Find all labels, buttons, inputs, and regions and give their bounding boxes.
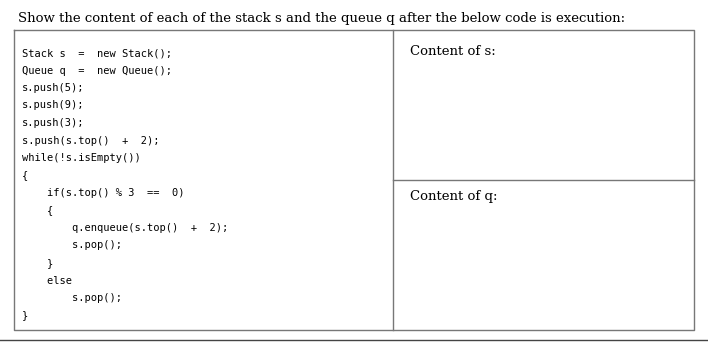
Text: while(!s.isEmpty()): while(!s.isEmpty()): [22, 153, 141, 163]
Text: {: {: [22, 171, 28, 181]
Text: q.enqueue(s.top()  +  2);: q.enqueue(s.top() + 2);: [22, 223, 228, 233]
Text: }: }: [22, 310, 28, 320]
Text: Queue q  =  new Queue();: Queue q = new Queue();: [22, 65, 172, 75]
Text: {: {: [22, 206, 53, 216]
Text: s.push(s.top()  +  2);: s.push(s.top() + 2);: [22, 136, 159, 145]
Text: s.push(9);: s.push(9);: [22, 101, 84, 110]
Text: s.push(5);: s.push(5);: [22, 83, 84, 93]
Text: s.push(3);: s.push(3);: [22, 118, 84, 128]
Text: s.pop();: s.pop();: [22, 240, 122, 251]
Text: s.pop();: s.pop();: [22, 293, 122, 303]
Text: else: else: [22, 275, 72, 285]
Text: Stack s  =  new Stack();: Stack s = new Stack();: [22, 48, 172, 58]
Text: Content of q:: Content of q:: [410, 190, 498, 203]
Text: Content of s:: Content of s:: [410, 45, 496, 58]
Text: }: }: [22, 258, 53, 268]
Text: Show the content of each of the stack s and the queue q after the below code is : Show the content of each of the stack s …: [18, 12, 625, 25]
Text: if(s.top() % 3  ==  0): if(s.top() % 3 == 0): [22, 188, 185, 198]
